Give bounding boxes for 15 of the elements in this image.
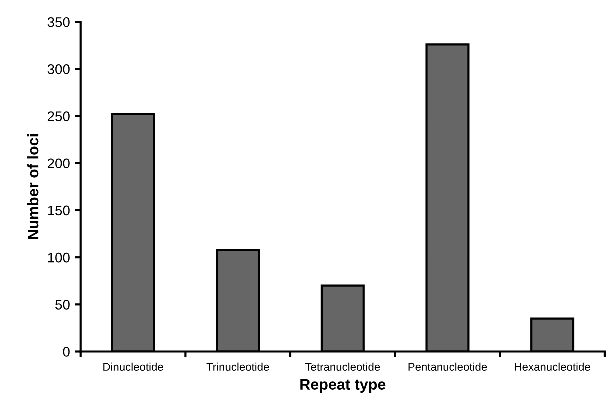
y-tick-label: 300 [48,64,70,74]
y-tick-label: 100 [48,252,70,263]
x-tick-label: Pentanucleotide [408,362,488,372]
y-tick-label: 50 [56,300,70,310]
x-axis-title: Repeat type [300,379,386,394]
x-tick-label: Trinucleotide [206,362,270,372]
y-tick-label: 250 [48,112,70,122]
y-tick-label: 0 [63,347,70,357]
y-axis-title: Number of loci [27,134,39,240]
x-tick-label: Tetranucleotide [305,362,380,372]
y-tick-label: 200 [48,158,70,169]
y-tick-label: 150 [48,206,70,216]
x-tick-label: Hexanucleotide [515,362,590,372]
y-tick-label: 350 [48,17,70,28]
x-tick-label: Dinucleotide [104,362,164,372]
